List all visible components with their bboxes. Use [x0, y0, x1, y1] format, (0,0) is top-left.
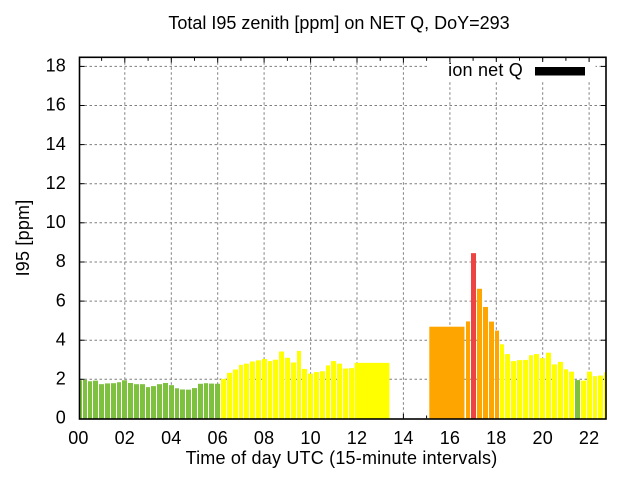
svg-text:00: 00 — [68, 428, 88, 448]
svg-text:10: 10 — [46, 212, 66, 232]
svg-text:06: 06 — [207, 428, 227, 448]
svg-text:2: 2 — [56, 369, 66, 389]
svg-text:04: 04 — [161, 428, 181, 448]
svg-text:22: 22 — [579, 428, 599, 448]
svg-text:14: 14 — [393, 428, 413, 448]
svg-text:14: 14 — [46, 134, 66, 154]
svg-text:Total I95 zenith [ppm] on NET: Total I95 zenith [ppm] on NET Q, DoY=293 — [168, 13, 509, 33]
svg-text:02: 02 — [115, 428, 135, 448]
svg-text:08: 08 — [254, 428, 274, 448]
svg-text:12: 12 — [46, 173, 66, 193]
svg-text:20: 20 — [532, 428, 552, 448]
svg-text:ion net Q: ion net Q — [448, 60, 523, 80]
svg-text:Time of day UTC (15-minute int: Time of day UTC (15-minute intervals) — [186, 448, 498, 468]
svg-text:16: 16 — [440, 428, 460, 448]
svg-text:12: 12 — [347, 428, 367, 448]
svg-text:I95 [ppm]: I95 [ppm] — [13, 200, 33, 277]
svg-text:0: 0 — [56, 408, 66, 428]
svg-text:4: 4 — [56, 329, 66, 349]
svg-text:16: 16 — [46, 95, 66, 115]
svg-text:6: 6 — [56, 290, 66, 310]
svg-text:18: 18 — [486, 428, 506, 448]
svg-text:8: 8 — [56, 251, 66, 271]
svg-text:10: 10 — [300, 428, 320, 448]
svg-text:18: 18 — [46, 56, 66, 76]
